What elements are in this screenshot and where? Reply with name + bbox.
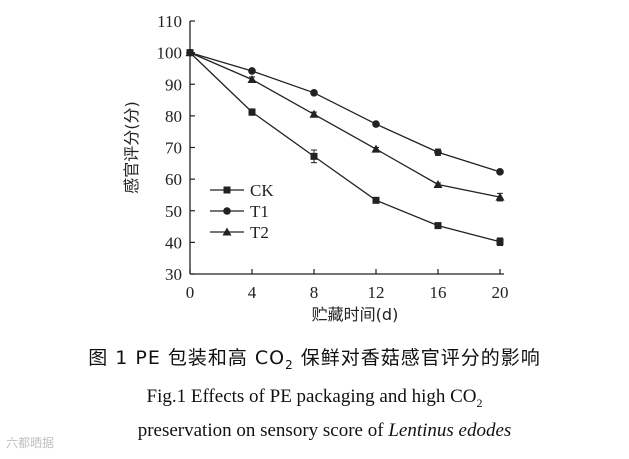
data-point-ck (434, 222, 442, 230)
y-tick-label: 70 (165, 139, 182, 158)
data-point-ck (372, 196, 380, 204)
data-point-t2 (433, 180, 443, 189)
data-point-t1 (248, 67, 256, 75)
caption-cn-subscript: 2 (285, 357, 294, 372)
caption-en1-prefix: Fig.1 Effects of PE packaging and high C… (146, 386, 477, 407)
legend-marker-t2 (222, 227, 232, 236)
data-point-t2 (495, 192, 505, 201)
y-tick-label: 50 (165, 202, 182, 221)
caption-english-line1: Fig.1 Effects of PE packaging and high C… (0, 386, 629, 411)
data-point-t1 (434, 148, 442, 157)
caption-en1-subscript: 2 (476, 395, 483, 410)
legend-label-t2: T2 (250, 223, 269, 242)
legend-marker-ck (223, 186, 231, 194)
caption-en2-plain: preservation on sensory score of (137, 420, 389, 441)
data-point-t2 (371, 144, 381, 153)
data-point-ck (248, 108, 256, 116)
y-tick-label: 30 (165, 265, 182, 284)
data-point-t2 (247, 75, 257, 84)
x-tick-label: 0 (186, 283, 195, 302)
y-tick-label: 80 (165, 107, 182, 126)
legend-label-t1: T1 (250, 202, 269, 221)
legend-label-ck: CK (250, 181, 274, 200)
x-axis-label: 贮藏时间(d) (312, 305, 399, 324)
data-point-ck (496, 238, 504, 246)
legend-marker-t1 (223, 207, 231, 215)
data-point-t1 (496, 168, 504, 176)
series-line-t1 (189, 52, 501, 173)
chart: 30 40 50 60 70 80 90 100 110 0 4 8 12 16 20 贮藏时间(d) 感官评分… (122, 12, 509, 324)
caption-chinese: 图 1 PE 包装和高 CO2 保鲜对香菇感官评分的影响 (0, 343, 629, 372)
data-point-t1 (310, 88, 318, 97)
y-tick-label: 90 (165, 75, 182, 94)
data-point-t2 (309, 109, 319, 118)
x-tick-label: 20 (492, 283, 509, 302)
caption-english-line2: preservation on sensory score of Lentinu… (10, 420, 629, 442)
series-line-t2 (189, 52, 501, 198)
x-tick-label: 4 (248, 283, 257, 302)
watermark: 六都晒据 (6, 436, 55, 450)
x-tick-label: 12 (368, 283, 385, 302)
y-tick-label: 60 (165, 170, 182, 189)
caption-cn-suffix: 保鲜对香菇感官评分的影响 (293, 347, 541, 369)
y-axis-label: 感官评分(分) (122, 101, 141, 194)
data-point-t1 (372, 120, 380, 128)
y-tick-label: 110 (157, 12, 182, 31)
x-tick-label: 8 (310, 283, 319, 302)
caption-en2-species: Lentinus edodes (388, 420, 512, 441)
data-point-t2 (185, 48, 195, 57)
data-point-ck (310, 152, 318, 160)
caption-cn-prefix: 图 1 PE 包装和高 CO (88, 347, 286, 369)
y-tick-label: 100 (157, 44, 183, 63)
series-line-ck (189, 52, 501, 243)
y-tick-label: 40 (165, 233, 182, 252)
x-tick-label: 16 (430, 283, 447, 302)
